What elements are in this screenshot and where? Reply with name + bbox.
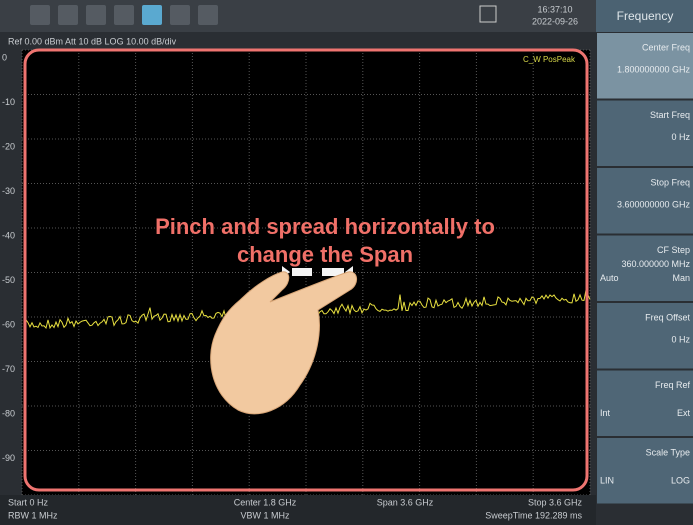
y-label: -90 [2,453,15,463]
menu-item-label: Freq Offset [645,312,690,322]
span: Span 3.6 GHz [377,497,434,507]
menu-option: LIN [600,475,614,485]
y-label: -20 [2,141,15,151]
menu-option: Ext [677,408,691,418]
menu-item-value: 0 Hz [671,334,690,344]
vbw: VBW 1 MHz [240,510,290,520]
menu-title: Frequency [617,9,674,23]
start: Start 0 Hz [8,497,49,507]
menu-item-label: Scale Type [646,447,690,457]
menu-item-value: 360.000000 MHz [621,259,690,269]
menu-item-label: CF Step [657,245,690,255]
menu-option: Man [672,273,690,283]
menu-item-label: Center Freq [642,42,690,52]
trace-label: C_W PosPeak [523,55,576,64]
y-label: -40 [2,230,15,240]
analyzer-screen: 16:37:10 2022-09-26 Ref 0.00 dBm Att 10 … [0,0,693,525]
info-line: Ref 0.00 dBm Att 10 dB LOG 10.00 dB/div [8,36,177,46]
menu-item-label: Start Freq [650,110,690,120]
y-label: -60 [2,319,15,329]
menu-option: Auto [600,273,619,283]
menu-option: LOG [671,475,690,485]
rbw: RBW 1 MHz [8,510,58,520]
y-label: -80 [2,408,15,418]
menu-option: Int [600,408,611,418]
overlay-line-2: change the Span [237,242,413,267]
menu-item-value: 1.800000000 GHz [617,64,691,74]
y-label: -50 [2,275,15,285]
sweep-time: SweepTime 192.289 ms [485,510,582,520]
menu-item-value: 3.600000000 GHz [617,199,691,209]
y-label: -70 [2,364,15,374]
stop: Stop 3.6 GHz [528,497,583,507]
menu-item-value: 0 Hz [671,132,690,142]
y-label: -30 [2,186,15,196]
overlay-line-1: Pinch and spread horizontally to [155,214,495,239]
time: 16:37:10 [537,4,572,14]
center: Center 1.8 GHz [234,497,297,507]
menu-item-label: Stop Freq [650,177,690,187]
y-label: 0 [2,52,7,62]
menu-item-label: Freq Ref [655,380,691,390]
date: 2022-09-26 [532,16,578,26]
y-label: -10 [2,97,15,107]
toolbar-icons [30,5,218,25]
